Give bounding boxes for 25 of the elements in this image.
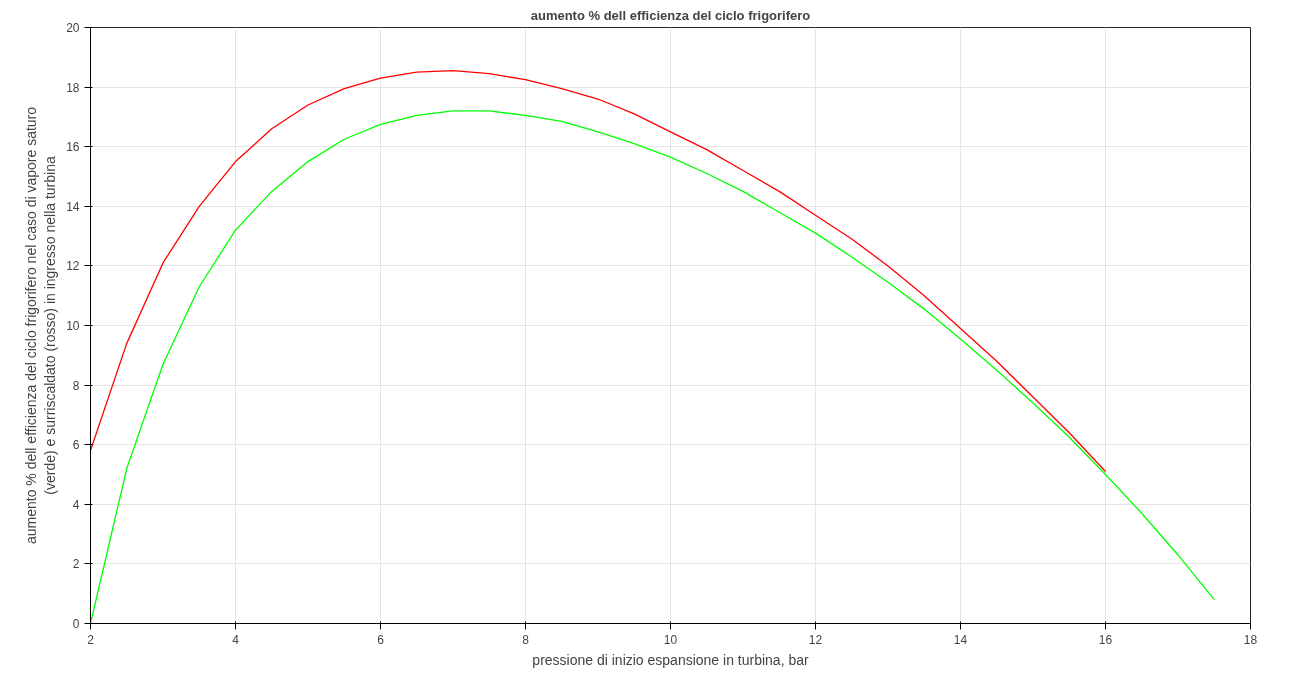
y-tick-label: 2	[72, 557, 80, 572]
y-tick-label: 14	[66, 199, 80, 214]
x-tick-label: 16	[1098, 632, 1113, 647]
chart-title: aumento % dell efficienza del ciclo frigorifero	[530, 7, 811, 23]
x-tick-label: 12	[808, 632, 823, 647]
x-tick-label: 10	[663, 632, 678, 647]
line-series	[90, 110, 1215, 624]
y-axis-title: aumento % dell efficienza del ciclo frigorifero nel caso di vapore saturo (verde) e surriscaldato (rosso) in ingresso nella turbina	[22, 106, 59, 545]
y-tick-label: 16	[66, 140, 80, 155]
y-tick-label: 18	[66, 80, 80, 95]
y-tick-label: 8	[72, 378, 80, 393]
x-tick-label: 14	[953, 632, 968, 647]
x-tick-label: 2	[87, 632, 95, 647]
x-tick-label: 4	[232, 632, 240, 647]
y-tick-label: 10	[66, 319, 80, 333]
y-tick-label: 20	[66, 21, 80, 35]
x-tick-label: 6	[377, 632, 385, 647]
y-tick-label: 12	[66, 259, 80, 274]
line-series	[90, 70, 1107, 473]
x-tick-label: 18	[1243, 632, 1258, 647]
x-tick-label: 8	[522, 632, 530, 647]
y-tick-label: 0	[72, 617, 80, 631]
x-axis-title: pressione di inizio espansione in turbina, bar	[532, 651, 809, 668]
y-tick-label: 6	[72, 438, 80, 453]
y-tick-label: 4	[72, 497, 80, 512]
